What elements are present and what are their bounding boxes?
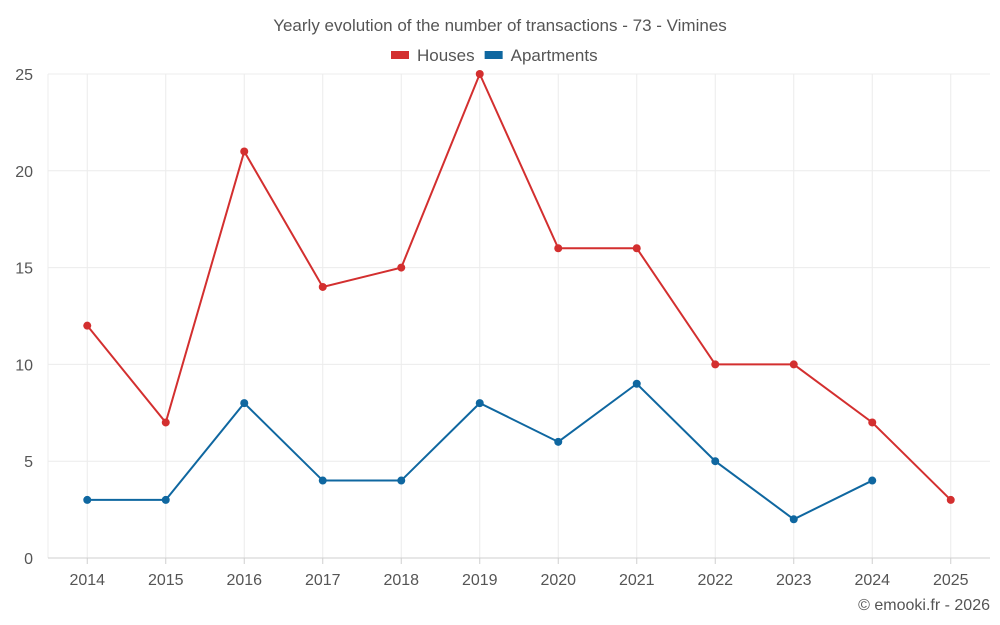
- legend-item-apartments[interactable]: Apartments: [484, 46, 598, 65]
- point-houses-2016[interactable]: [240, 147, 249, 156]
- point-houses-2017[interactable]: [318, 282, 327, 291]
- point-houses-2018[interactable]: [397, 263, 406, 272]
- point-apartments-2022[interactable]: [711, 457, 720, 466]
- y-tick-label: 5: [24, 454, 33, 471]
- y-axis: 0 5 10 15 20 25: [15, 67, 33, 568]
- point-houses-2022[interactable]: [711, 360, 720, 369]
- x-tick-label: 2025: [933, 572, 969, 589]
- point-apartments-2016[interactable]: [240, 399, 249, 408]
- point-apartments-2023[interactable]: [789, 515, 798, 524]
- point-houses-2019[interactable]: [475, 70, 484, 78]
- y-tick-label: 25: [15, 67, 33, 84]
- point-apartments-2017[interactable]: [318, 476, 327, 485]
- x-tick-label: 2022: [697, 572, 733, 589]
- x-tick-label: 2016: [226, 572, 262, 589]
- series-line-houses: [86, 71, 952, 501]
- x-tick-label: 2023: [776, 572, 812, 589]
- point-apartments-2021[interactable]: [632, 379, 641, 388]
- y-tick-label: 20: [15, 164, 33, 181]
- point-apartments-2014[interactable]: [83, 495, 92, 504]
- point-apartments-2018[interactable]: [397, 476, 406, 485]
- point-apartments-2020[interactable]: [554, 437, 563, 446]
- legend-item-houses[interactable]: Houses: [391, 46, 475, 65]
- chart-title: Yearly evolution of the number of transa…: [273, 16, 727, 35]
- x-tick-label: 2017: [305, 572, 341, 589]
- y-tick-label: 10: [15, 357, 33, 374]
- x-tick-label: 2014: [69, 572, 105, 589]
- credit-text: © emooki.fr - 2026: [858, 597, 990, 614]
- grid: [47, 73, 990, 558]
- series-group: [83, 70, 955, 524]
- x-tick-label: 2019: [462, 572, 498, 589]
- point-houses-2023[interactable]: [789, 360, 798, 369]
- x-tick-label: 2018: [383, 572, 419, 589]
- x-tick-label: 2015: [148, 572, 184, 589]
- point-apartments-2015[interactable]: [161, 495, 170, 504]
- x-tick-label: 2020: [540, 572, 576, 589]
- y-tick-label: 15: [15, 261, 33, 278]
- point-houses-2014[interactable]: [83, 321, 92, 330]
- x-tick-label: 2021: [619, 572, 655, 589]
- point-houses-2020[interactable]: [554, 244, 563, 253]
- point-houses-2021[interactable]: [632, 244, 641, 253]
- point-apartments-2024[interactable]: [868, 476, 877, 485]
- legend-label-apartments: Apartments: [511, 46, 598, 65]
- point-houses-2024[interactable]: [868, 418, 877, 427]
- legend-swatch-apartments: [484, 51, 503, 59]
- y-tick-label: 0: [24, 551, 33, 568]
- x-tick-label: 2024: [854, 572, 890, 589]
- legend-label-houses: Houses: [417, 46, 475, 65]
- point-houses-2025[interactable]: [946, 495, 955, 504]
- point-houses-2015[interactable]: [161, 418, 170, 427]
- legend-swatch-houses: [391, 51, 409, 59]
- legend[interactable]: Houses Apartments: [391, 46, 598, 65]
- point-apartments-2019[interactable]: [475, 399, 484, 408]
- x-axis: 2014 2015 2016 2017 2018 2019 2020 2021 2022 2023…: [48, 557, 990, 589]
